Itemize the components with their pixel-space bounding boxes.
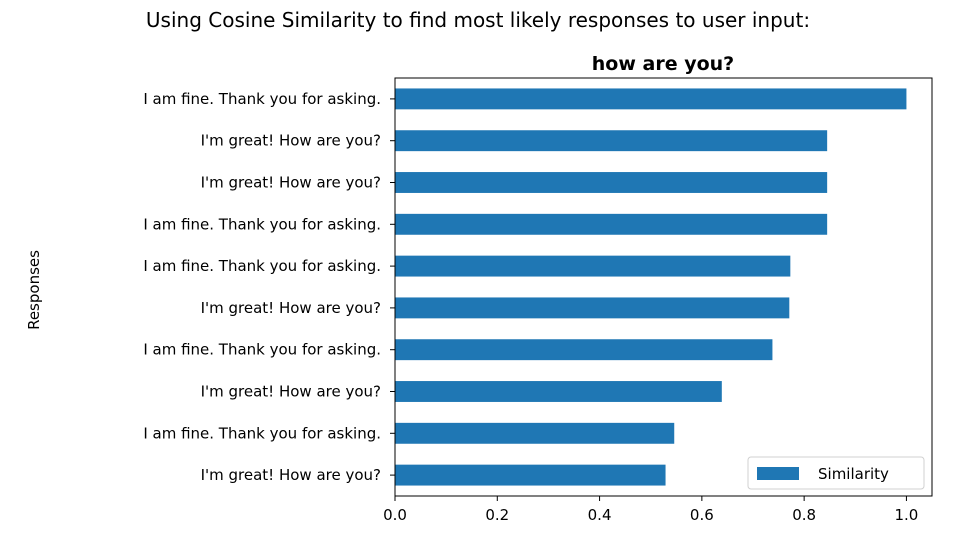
y-tick-label: I'm great! How are you? xyxy=(201,383,381,401)
bar xyxy=(395,88,907,110)
y-tick-labels: I am fine. Thank you for asking. I'm grea… xyxy=(143,90,395,484)
legend-label: Similarity xyxy=(818,465,889,483)
x-tick-label: 0.6 xyxy=(690,506,714,524)
legend-box xyxy=(747,456,925,490)
bar-group xyxy=(395,88,907,486)
y-tick-label: I'm great! How are you? xyxy=(201,132,381,150)
x-tick-label: 1.0 xyxy=(894,506,918,524)
figure-suptitle: Using Cosine Similarity to find most lik… xyxy=(146,8,810,32)
y-axis-label: Responses xyxy=(25,250,43,330)
bar xyxy=(395,172,828,193)
legend: Similarity xyxy=(747,456,925,490)
y-tick-label: I am fine. Thank you for asking. xyxy=(143,215,381,233)
plot-frame xyxy=(394,77,933,497)
bar xyxy=(395,422,675,444)
chart-title: how are you? xyxy=(592,53,734,75)
bar xyxy=(395,381,722,402)
bar xyxy=(395,339,773,361)
y-tick-label: I am fine. Thank you for asking. xyxy=(143,90,381,108)
y-tick-label: I am fine. Thank you for asking. xyxy=(143,424,381,442)
x-tick-label: 0.0 xyxy=(383,506,407,524)
y-tick-label: I am fine. Thank you for asking. xyxy=(143,257,381,275)
x-tick-label: 0.8 xyxy=(792,506,816,524)
bar xyxy=(395,213,828,235)
bar xyxy=(395,464,666,486)
bar xyxy=(395,130,828,152)
y-tick-label: I'm great! How are you? xyxy=(201,466,381,484)
x-tick-label: 0.2 xyxy=(485,506,509,524)
bar xyxy=(395,255,791,277)
legend-swatch xyxy=(757,467,799,480)
y-tick-label: I'm great! How are you? xyxy=(201,174,381,192)
bar xyxy=(395,297,790,319)
x-ticks: 0.0 0.2 0.4 0.6 0.8 1.0 xyxy=(383,496,918,524)
y-tick-label: I am fine. Thank you for asking. xyxy=(143,341,381,359)
x-tick-label: 0.4 xyxy=(588,506,612,524)
y-tick-label: I'm great! How are you? xyxy=(201,299,381,317)
